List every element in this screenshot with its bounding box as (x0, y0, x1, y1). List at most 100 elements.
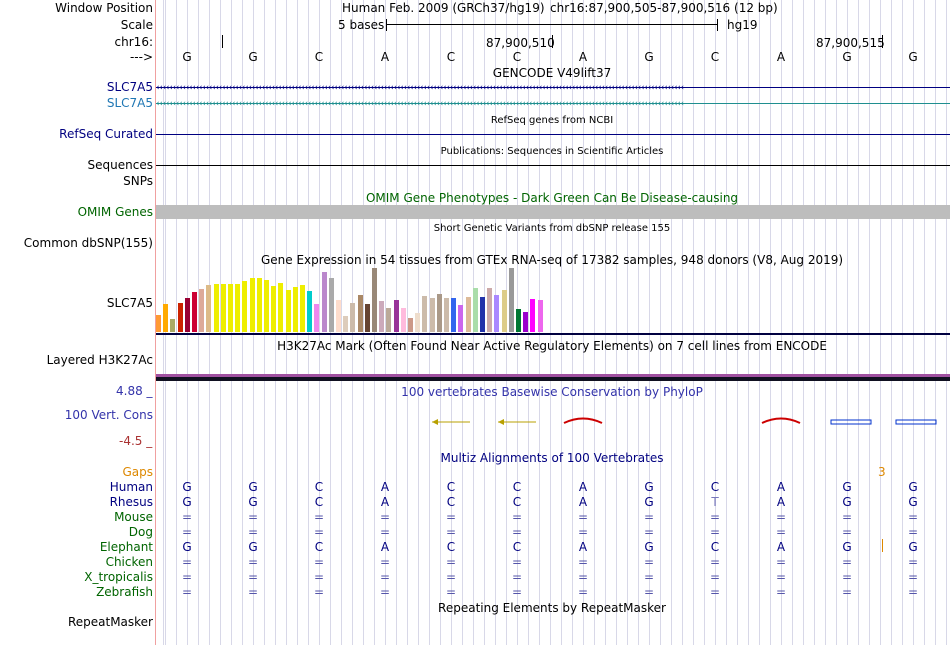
omim-label[interactable]: OMIM Genes (77, 205, 153, 219)
gtex-tissue-bar[interactable] (170, 319, 175, 332)
gencode-transcript-1[interactable]: ‹‹‹‹‹‹‹‹‹‹‹‹‹‹‹‹‹‹‹‹‹‹‹‹‹‹‹‹‹‹‹‹‹‹‹‹‹‹‹‹… (156, 84, 950, 92)
gtex-tissue-bar[interactable] (487, 288, 492, 332)
alignment-base: C (446, 495, 456, 509)
gtex-tissue-bar[interactable] (451, 298, 456, 332)
gtex-tissue-bar[interactable] (350, 303, 355, 332)
gtex-tissue-bar[interactable] (192, 292, 197, 332)
species-label[interactable]: Chicken (105, 555, 153, 569)
gtex-tissue-bar[interactable] (379, 301, 384, 332)
gtex-tissue-bar[interactable] (358, 295, 363, 332)
gtex-tissue-bar[interactable] (394, 300, 399, 332)
dbsnp-label[interactable]: Common dbSNP(155) (23, 236, 153, 250)
gtex-tissue-bar[interactable] (494, 295, 499, 332)
gtex-tissue-bar[interactable] (307, 291, 312, 332)
gtex-tissue-bar[interactable] (214, 284, 219, 332)
gtex-tissue-bar[interactable] (516, 309, 521, 332)
gencode-item-label-1[interactable]: SLC7A5 (106, 80, 153, 94)
gtex-tissue-bar[interactable] (444, 298, 449, 332)
gtex-tissue-bar[interactable] (271, 286, 276, 332)
alignment-base: = (841, 585, 853, 599)
gencode-item-label-2[interactable]: SLC7A5 (106, 96, 153, 110)
gtex-tissue-bar[interactable] (480, 297, 485, 332)
gtex-tissue-bar[interactable] (437, 294, 442, 332)
gtex-tissue-bar[interactable] (430, 298, 435, 332)
species-label[interactable]: Dog (128, 525, 153, 539)
gtex-tissue-bar[interactable] (502, 290, 507, 332)
gtex-tissue-bar[interactable] (250, 278, 255, 332)
gtex-tissue-bar[interactable] (235, 284, 240, 332)
phylop-conservation-plot[interactable] (156, 412, 950, 432)
gtex-tissue-bar[interactable] (278, 283, 283, 332)
refseq-label[interactable]: RefSeq Curated (59, 127, 153, 141)
alignment-base: T (711, 495, 719, 509)
species-label[interactable]: X_tropicalis (84, 570, 153, 584)
gtex-tissue-bar[interactable] (329, 278, 334, 332)
gtex-tissue-bar[interactable] (401, 308, 406, 332)
phylop-label[interactable]: 100 Vert. Cons (64, 408, 153, 422)
phylop-peak-1 (563, 417, 603, 424)
gtex-tissue-bar[interactable] (372, 268, 377, 332)
gtex-tissue-bar[interactable] (242, 281, 247, 332)
gtex-tissue-bar[interactable] (538, 300, 543, 332)
omim-gene-block[interactable] (156, 205, 950, 219)
alignment-base: = (643, 525, 655, 539)
gaps-label[interactable]: Gaps (122, 465, 153, 479)
gtex-tissue-bar[interactable] (466, 297, 471, 332)
publications-label[interactable]: Sequences (87, 158, 153, 172)
gtex-tissue-bar[interactable] (178, 303, 183, 332)
refseq-gene-line[interactable] (156, 134, 950, 135)
gtex-tissue-bar[interactable] (156, 315, 161, 332)
gtex-tissue-bar[interactable] (386, 308, 391, 332)
gtex-tissue-bar[interactable] (322, 272, 327, 332)
h3k27ac-top-border (156, 333, 950, 335)
gtex-bar-chart[interactable] (156, 268, 556, 332)
species-label[interactable]: Zebrafish (96, 585, 153, 599)
gtex-tissue-bar[interactable] (530, 299, 535, 332)
gtex-tissue-bar[interactable] (264, 280, 269, 332)
strand-label: ---> (129, 50, 153, 64)
gtex-tissue-bar[interactable] (163, 304, 168, 332)
chrom-label: chr16: (114, 35, 153, 49)
alignment-base: = (181, 570, 193, 584)
gtex-tissue-bar[interactable] (199, 289, 204, 332)
h3k27ac-signal-top[interactable] (156, 374, 950, 377)
gtex-tissue-bar[interactable] (286, 290, 291, 332)
species-label[interactable]: Human (109, 480, 153, 494)
gtex-tissue-bar[interactable] (206, 285, 211, 332)
h3k27ac-signal-base[interactable] (156, 377, 950, 381)
gencode-track-title: GENCODE V49lift37 (492, 66, 612, 80)
snps-label[interactable]: SNPs (123, 174, 153, 188)
publications-line[interactable] (156, 165, 950, 166)
h3k27ac-label[interactable]: Layered H3K27Ac (46, 353, 153, 367)
gtex-label[interactable]: SLC7A5 (106, 296, 153, 310)
gtex-tissue-bar[interactable] (415, 313, 420, 332)
alignment-base: C (512, 540, 522, 554)
phylop-ymax: 4.88 _ (116, 384, 153, 398)
species-label[interactable]: Rhesus (109, 495, 153, 509)
gtex-tissue-bar[interactable] (257, 278, 262, 332)
species-label[interactable]: Elephant (99, 540, 153, 554)
gencode-transcript-2[interactable]: ‹‹‹‹‹‹‹‹‹‹‹‹‹‹‹‹‹‹‹‹‹‹‹‹‹‹‹‹‹‹‹‹‹‹‹‹‹‹‹‹… (156, 100, 950, 108)
gtex-tissue-bar[interactable] (228, 284, 233, 332)
gtex-tissue-bar[interactable] (473, 288, 478, 332)
reference-base: A (380, 50, 390, 64)
alignment-base: = (775, 585, 787, 599)
gtex-tissue-bar[interactable] (422, 296, 427, 332)
repeatmasker-label[interactable]: RepeatMasker (67, 615, 153, 629)
alignment-base: = (709, 555, 721, 569)
gtex-tissue-bar[interactable] (523, 312, 528, 332)
species-label[interactable]: Mouse (114, 510, 153, 524)
gtex-tissue-bar[interactable] (300, 285, 305, 332)
gtex-tissue-bar[interactable] (314, 304, 319, 332)
alignment-base: = (511, 555, 523, 569)
gtex-tissue-bar[interactable] (343, 316, 348, 332)
gtex-tissue-bar[interactable] (336, 300, 341, 332)
gtex-tissue-bar[interactable] (365, 304, 370, 332)
gtex-tissue-bar[interactable] (509, 268, 514, 332)
reference-base: C (314, 50, 324, 64)
gtex-tissue-bar[interactable] (408, 318, 413, 332)
gtex-tissue-bar[interactable] (293, 287, 298, 332)
gtex-tissue-bar[interactable] (221, 284, 226, 332)
gtex-tissue-bar[interactable] (458, 305, 463, 332)
gtex-tissue-bar[interactable] (185, 298, 190, 332)
